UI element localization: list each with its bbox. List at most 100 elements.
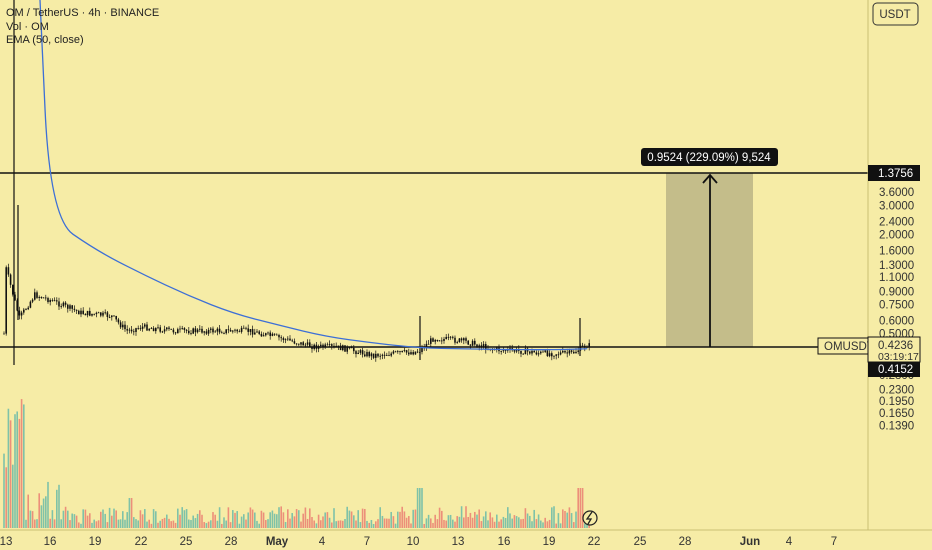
candle-body — [300, 342, 302, 345]
time-tick-label: 19 — [89, 536, 102, 548]
volume-bar — [430, 518, 432, 528]
volume-bar — [31, 511, 34, 528]
candle-body — [89, 310, 91, 316]
volume-bar — [392, 516, 395, 528]
volume-bar — [106, 522, 109, 528]
volume-bar — [403, 511, 406, 528]
volume-bar — [36, 519, 38, 528]
volume-bar — [322, 516, 324, 528]
volume-bar — [7, 408, 10, 528]
volume-bar — [469, 512, 472, 528]
volume-bar — [262, 512, 265, 528]
volume-bar — [412, 509, 414, 528]
volume-bar — [14, 414, 16, 528]
candle-body — [379, 355, 381, 357]
candle-body — [564, 350, 566, 353]
time-tick-label: May — [266, 536, 289, 548]
time-axis[interactable]: 13 16 19 22 25 28 May 4 7 10 13 16 19 22 25 28 Jun 4 7 — [0, 536, 837, 548]
candle-body — [432, 338, 434, 342]
volume-bar — [265, 520, 267, 528]
candle-body — [520, 350, 522, 354]
price-tick-label: 2.4000 — [879, 216, 914, 228]
volume-bar — [282, 512, 285, 528]
candle-body — [392, 351, 395, 354]
candle-body — [588, 343, 590, 347]
currency-badge[interactable] — [872, 2, 919, 26]
candle-body — [271, 333, 274, 336]
volume-bar — [251, 509, 254, 528]
candle-body — [221, 332, 223, 334]
candle-body — [179, 328, 181, 330]
volume-bar — [394, 523, 397, 528]
candle-body — [449, 336, 452, 338]
candle-body — [185, 329, 188, 331]
volume-bar — [370, 519, 373, 528]
candle-body — [557, 354, 560, 356]
candle-body — [75, 309, 78, 311]
candle-body — [509, 348, 511, 350]
volume-bar — [449, 514, 452, 528]
candle-body — [408, 352, 410, 355]
candle-body — [45, 297, 47, 299]
volume-bar — [291, 513, 293, 528]
time-tick-label: 16 — [44, 536, 57, 548]
candle-body — [256, 331, 258, 333]
volume-bar — [568, 507, 571, 528]
price-tick-label: 1.6000 — [879, 245, 914, 257]
volume-bar — [133, 517, 135, 528]
candle-body — [124, 324, 126, 330]
volume-bar — [185, 509, 188, 528]
volume-bar — [509, 513, 511, 528]
volume-bar — [181, 507, 183, 528]
volume-bar — [524, 508, 527, 528]
volume-bar — [399, 511, 401, 528]
candle-body — [203, 331, 205, 333]
candle-body — [201, 328, 203, 333]
volume-bar — [551, 507, 553, 528]
candle-body — [137, 328, 139, 329]
measure-tooltip — [641, 148, 778, 166]
lightning-icon[interactable] — [582, 510, 598, 526]
volume-bar — [452, 519, 454, 528]
volume-bar — [350, 511, 353, 528]
volume-bar — [210, 520, 212, 528]
volume-bar — [243, 514, 245, 528]
volume-bar — [168, 518, 170, 528]
candle-body — [434, 339, 436, 342]
volume-bar — [333, 508, 335, 528]
volume-bar — [315, 523, 318, 528]
volume-bar — [381, 515, 384, 528]
candle-body — [14, 294, 16, 301]
candle-body — [172, 329, 175, 333]
candle-body — [146, 324, 148, 331]
volume-bar — [474, 511, 476, 528]
candle-body — [192, 328, 194, 334]
volume-bar — [276, 514, 278, 528]
candle-body — [364, 354, 366, 357]
time-tick-label: 28 — [225, 536, 238, 548]
candle-body — [144, 324, 146, 327]
volume-bar — [212, 512, 214, 528]
low-level-value: 0.4152 — [878, 364, 913, 376]
volume-bar — [172, 520, 175, 528]
volume-bar — [130, 498, 133, 528]
volume-bar — [256, 520, 258, 528]
volume-bar — [117, 519, 120, 528]
volume-bar — [141, 514, 144, 528]
candle-body — [133, 331, 135, 333]
volume-bar — [190, 519, 192, 528]
volume-bar — [293, 516, 296, 528]
volume-bar — [95, 521, 98, 528]
candle-body — [135, 328, 137, 332]
candle-body — [584, 345, 586, 348]
volume-bar — [348, 510, 351, 528]
candle-body — [425, 343, 428, 348]
candle-body — [368, 352, 370, 357]
volume-bar — [238, 523, 241, 528]
candle-body — [214, 331, 216, 333]
candle-body — [452, 336, 454, 338]
candle-body — [375, 353, 377, 358]
candle-body — [262, 335, 265, 337]
